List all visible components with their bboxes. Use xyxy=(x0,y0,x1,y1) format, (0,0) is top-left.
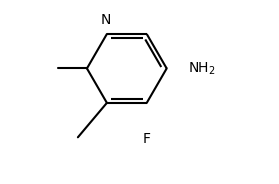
Text: F: F xyxy=(143,132,151,146)
Text: N: N xyxy=(101,13,111,27)
Text: NH$_2$: NH$_2$ xyxy=(187,60,215,77)
